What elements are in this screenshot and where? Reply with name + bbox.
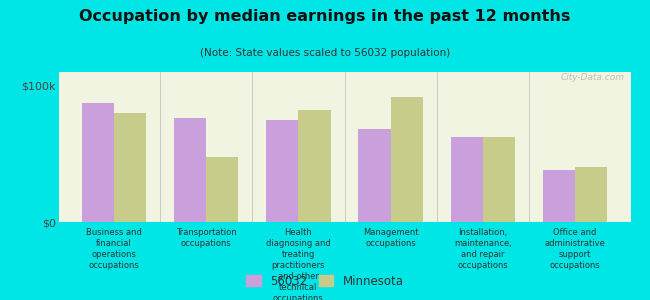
Bar — [358, 129, 391, 222]
Bar — [206, 157, 239, 222]
Bar — [391, 97, 423, 222]
Bar — [114, 113, 146, 222]
Bar — [174, 118, 206, 222]
Bar — [81, 103, 114, 222]
Bar — [483, 137, 515, 222]
Text: (Note: State values scaled to 56032 population): (Note: State values scaled to 56032 popu… — [200, 48, 450, 58]
Bar — [575, 167, 608, 222]
Legend: 56032, Minnesota: 56032, Minnesota — [243, 271, 407, 291]
Bar — [266, 120, 298, 222]
Bar — [543, 170, 575, 222]
Text: Occupation by median earnings in the past 12 months: Occupation by median earnings in the pas… — [79, 9, 571, 24]
Text: City-Data.com: City-Data.com — [561, 74, 625, 82]
Bar — [298, 110, 331, 222]
Bar — [450, 137, 483, 222]
